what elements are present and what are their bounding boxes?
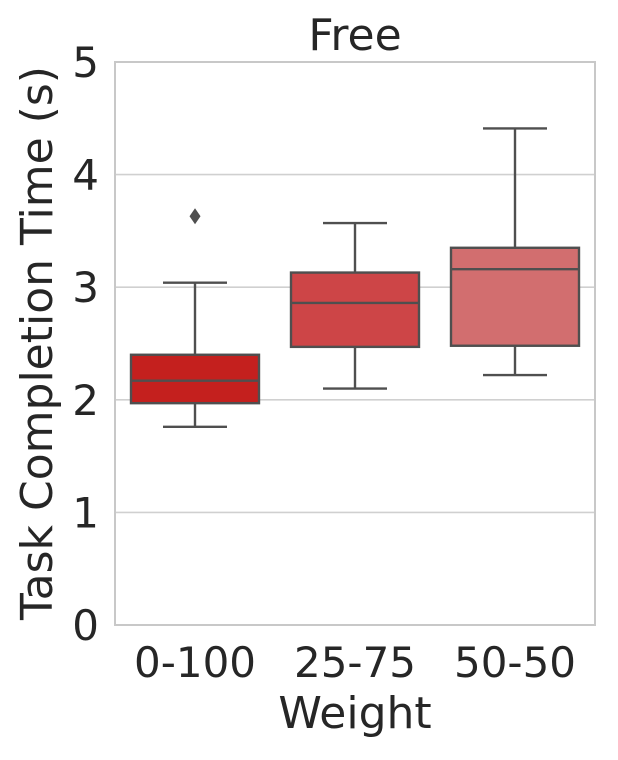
- y-axis-ticks: 0 1 2 3 4 5: [72, 38, 99, 650]
- iqr-box-50-50: [449, 246, 581, 347]
- y-axis-label: Task Completion Time (s): [12, 66, 63, 621]
- x-tick-label-25-75: 25-75: [294, 638, 416, 687]
- x-axis-label: Weight: [278, 688, 431, 739]
- iqr-box-0-100: [129, 353, 261, 405]
- y-tick-label-1: 1: [72, 488, 99, 537]
- x-axis-ticks: 0-100 25-75 50-50: [134, 638, 576, 687]
- y-tick-label-0: 0: [72, 601, 99, 650]
- outlier-point-0-100-0: [189, 208, 201, 225]
- box-series: [129, 127, 581, 429]
- x-tick-label-0-100: 0-100: [134, 638, 256, 687]
- box-50-50: [449, 127, 581, 377]
- y-tick-label-2: 2: [72, 376, 99, 425]
- x-tick-label-50-50: 50-50: [454, 638, 576, 687]
- y-tick-label-5: 5: [72, 38, 99, 87]
- y-tick-label-4: 4: [72, 151, 99, 200]
- box-25-75: [289, 221, 421, 390]
- iqr-box-25-75: [289, 271, 421, 349]
- y-tick-label-3: 3: [72, 263, 99, 312]
- box-0-100: [129, 208, 261, 429]
- chart-title: Free: [308, 10, 401, 61]
- plot-frame-border: [114, 61, 596, 626]
- plot-frame: [114, 61, 596, 626]
